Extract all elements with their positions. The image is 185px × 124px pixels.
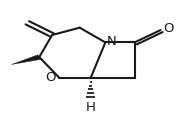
Text: O: O [164, 22, 174, 35]
Text: N: N [107, 35, 117, 48]
Text: H: H [86, 101, 96, 114]
Text: O: O [45, 71, 56, 84]
Polygon shape [12, 55, 41, 64]
